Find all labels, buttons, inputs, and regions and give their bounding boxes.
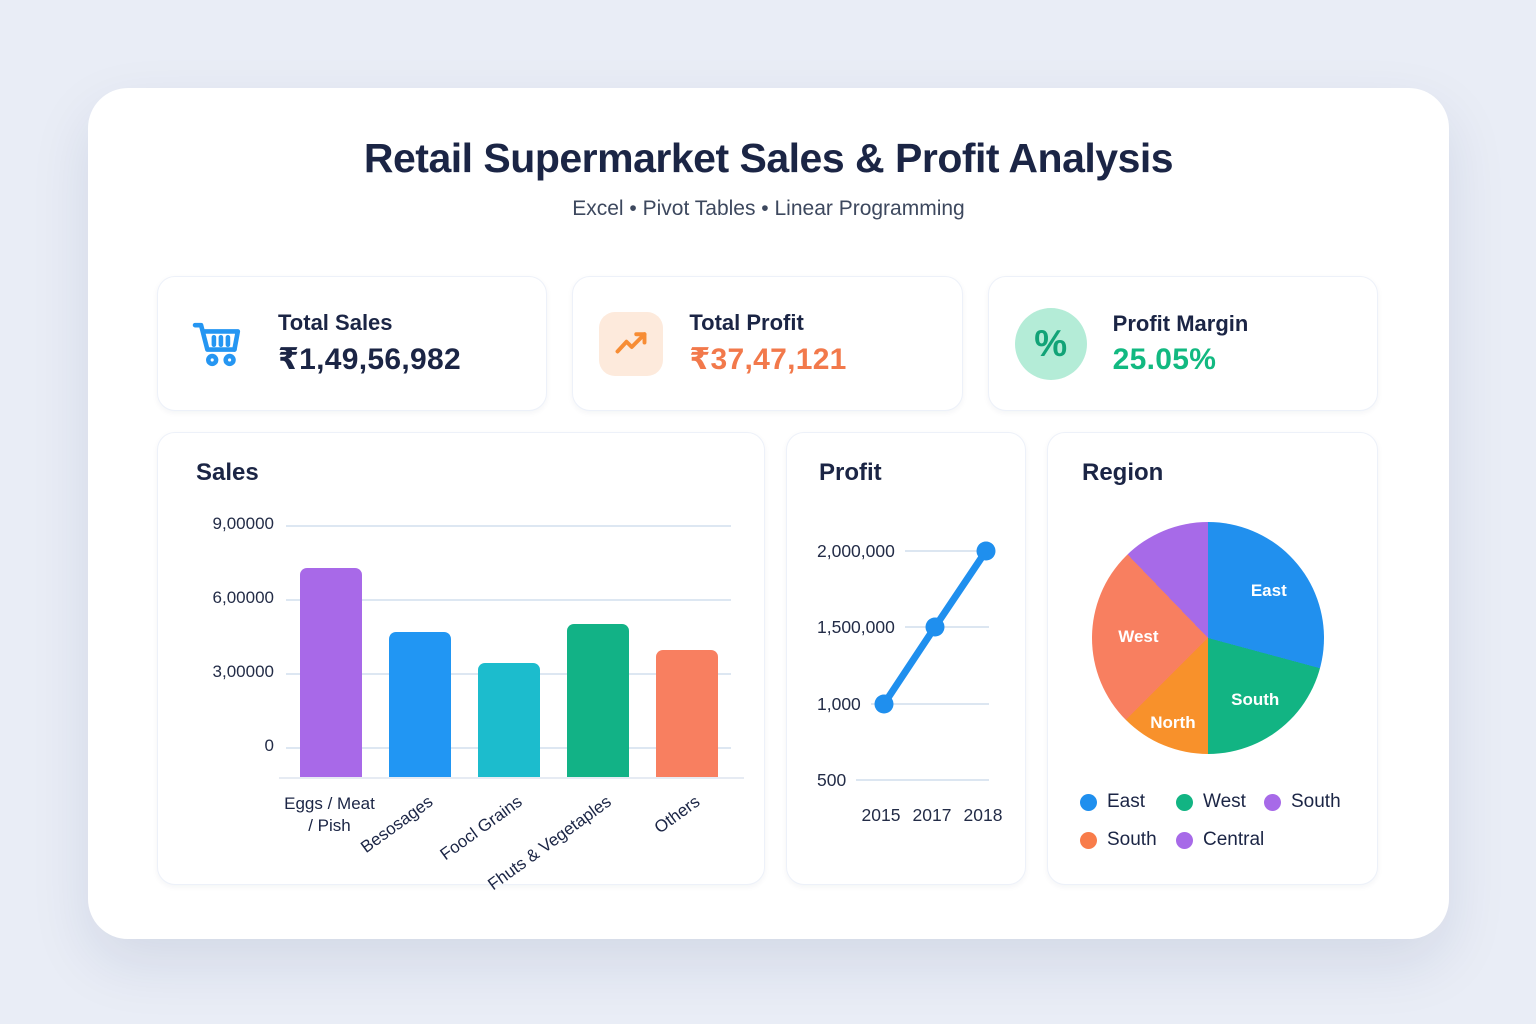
legend-label: West bbox=[1203, 791, 1246, 812]
x-axis-label: Eggs / Meat / Pish bbox=[284, 794, 375, 836]
region-chart-title: Region bbox=[1082, 459, 1164, 486]
profit-line-chart: 2,000,000 1,500,000 1,000 500 2015 2017 2018 bbox=[787, 433, 1025, 884]
kpi-card-total-profit: Total Profit ₹37,47,121 bbox=[572, 276, 963, 411]
region-chart-card: Region East South North West East West South So… bbox=[1047, 432, 1378, 885]
y-axis-label: 1,500,000 bbox=[817, 616, 895, 637]
page-subtitle: Excel • Pivot Tables • Linear Programmin… bbox=[572, 197, 965, 220]
data-point bbox=[925, 617, 945, 637]
pie-slice-label: South bbox=[1231, 689, 1280, 709]
gridline-row: 1,000 bbox=[817, 693, 989, 715]
legend-item: South bbox=[1264, 791, 1341, 813]
kpi-label: Profit Margin bbox=[1112, 310, 1249, 336]
x-axis-line bbox=[279, 777, 744, 779]
legend-dot bbox=[1176, 793, 1193, 811]
kpi-label: Total Profit bbox=[689, 310, 804, 335]
gridline bbox=[870, 703, 989, 705]
y-axis-label: 3,00000 bbox=[212, 662, 274, 681]
gridline bbox=[904, 626, 989, 628]
legend-item: Central bbox=[1176, 829, 1264, 851]
profit-trend-line bbox=[874, 541, 996, 714]
data-point bbox=[976, 541, 996, 561]
gridline bbox=[286, 525, 731, 527]
kpi-card-profit-margin: % Profit Margin 25.05% bbox=[987, 276, 1378, 411]
region-pie-chart: East South North West East West South South Cent… bbox=[1048, 433, 1377, 884]
gridline bbox=[904, 550, 989, 552]
charts-row: Sales 9,00000 6,00000 3,00000 0 Eggs / Meat … bbox=[157, 432, 1378, 894]
data-point bbox=[874, 694, 894, 714]
trending-up-icon bbox=[599, 311, 664, 376]
legend-dot bbox=[1080, 831, 1097, 849]
kpi-value: 25.05% bbox=[1112, 342, 1217, 376]
legend-label: South bbox=[1291, 791, 1341, 812]
region-pie: East South North West bbox=[1092, 522, 1324, 754]
x-axis-label: 2017 bbox=[912, 805, 952, 825]
y-axis-label: 2,000,000 bbox=[817, 540, 895, 561]
legend-dot bbox=[1176, 831, 1193, 849]
kpi-text: Total Sales ₹1,49,56,982 bbox=[278, 310, 461, 377]
pie-slice-label: West bbox=[1118, 627, 1159, 647]
profit-chart-card: Profit 2,000,000 1,500,000 1,000 500 2015 201… bbox=[786, 432, 1026, 885]
y-axis-label: 500 bbox=[817, 769, 847, 790]
profit-chart-title: Profit bbox=[819, 459, 882, 486]
shopping-cart-icon bbox=[184, 310, 252, 378]
y-axis-label: 6,00000 bbox=[212, 588, 274, 607]
y-axis-label: 1,000 bbox=[817, 693, 861, 714]
sales-chart-card: Sales 9,00000 6,00000 3,00000 0 Eggs / Meat … bbox=[157, 432, 765, 894]
bar bbox=[477, 663, 540, 777]
legend-item: South bbox=[1080, 829, 1176, 851]
legend-item: East bbox=[1080, 791, 1176, 813]
kpi-text: Profit Margin 25.05% bbox=[1113, 311, 1249, 377]
kpi-row: Total Sales ₹1,49,56,982 Total Profit ₹3… bbox=[157, 276, 1378, 411]
x-axis-label: 2018 bbox=[963, 805, 1003, 825]
kpi-text: Total Profit ₹37,47,121 bbox=[689, 310, 846, 377]
legend-dot bbox=[1264, 793, 1281, 811]
pie-slice-label: North bbox=[1150, 712, 1196, 732]
dashboard-card: Retail Supermarket Sales & Profit Analys… bbox=[88, 88, 1449, 939]
kpi-value: ₹37,47,121 bbox=[689, 343, 847, 376]
gridline-row: 1,500,000 bbox=[817, 616, 989, 638]
x-axis-label: Others bbox=[651, 791, 704, 838]
gridline bbox=[286, 599, 731, 601]
legend-label: East bbox=[1107, 791, 1146, 812]
bar bbox=[655, 649, 718, 777]
region-legend: East West South South Central bbox=[1080, 791, 1341, 851]
gridline-row: 2,000,000 bbox=[817, 540, 989, 562]
legend-label: Central bbox=[1203, 829, 1265, 850]
x-axis-label: Foocl Grains bbox=[436, 791, 526, 864]
legend-item: West bbox=[1176, 791, 1264, 813]
x-axis-label: 2015 bbox=[861, 805, 901, 825]
percent-icon: % bbox=[1014, 307, 1087, 380]
bar bbox=[388, 632, 451, 777]
pie-slice-label: East bbox=[1250, 581, 1287, 601]
y-axis-label: 9,00000 bbox=[212, 514, 274, 533]
sales-chart-title: Sales bbox=[196, 459, 259, 486]
legend-dot bbox=[1080, 793, 1097, 811]
gridline-row: 500 bbox=[817, 769, 989, 791]
gridline bbox=[856, 779, 989, 781]
y-axis-label: 0 bbox=[264, 736, 274, 755]
legend-label: South bbox=[1107, 829, 1157, 850]
page-title: Retail Supermarket Sales & Profit Analys… bbox=[363, 135, 1174, 181]
kpi-label: Total Sales bbox=[278, 310, 393, 335]
bar bbox=[299, 568, 362, 777]
bar bbox=[566, 623, 629, 777]
kpi-card-total-sales: Total Sales ₹1,49,56,982 bbox=[157, 276, 548, 411]
kpi-value: ₹1,49,56,982 bbox=[278, 343, 461, 376]
sales-bar-chart: 9,00000 6,00000 3,00000 0 Eggs / Meat / Pish… bbox=[158, 433, 764, 894]
